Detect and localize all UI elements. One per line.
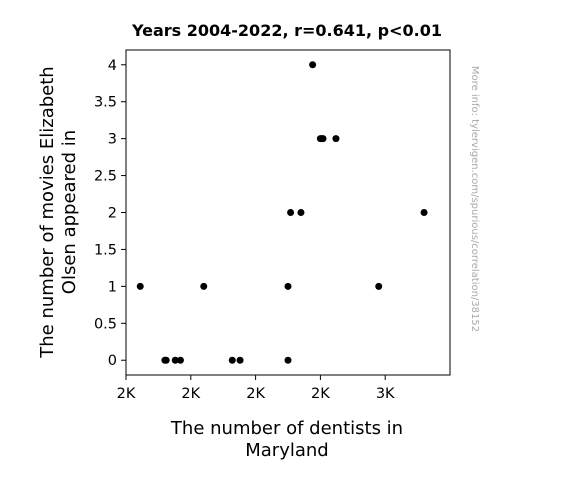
- data-point: [284, 356, 292, 364]
- y-tick-label: 1.5: [94, 242, 117, 258]
- x-tick-label: 2K: [181, 386, 200, 402]
- data-point: [287, 209, 295, 216]
- data-point: [171, 356, 179, 364]
- y-axis-label: The number of movies Elizabeth Olsen app…: [37, 66, 80, 358]
- data-point: [176, 356, 184, 364]
- data-point: [309, 61, 317, 69]
- x-axis-label-line-2: Maryland: [245, 440, 328, 461]
- x-tick-label: 2K: [311, 386, 330, 402]
- y-tick-label: 0: [108, 353, 117, 369]
- data-point: [297, 209, 305, 216]
- source-watermark: More info: tylervigen.com/spurious/corre…: [469, 66, 480, 332]
- data-point: [200, 282, 208, 290]
- y-axis-label-line-1: The number of movies Elizabeth: [37, 66, 58, 358]
- x-axis-label: The number of dentists in Maryland: [170, 418, 403, 461]
- chart-title: Years 2004-2022, r=0.641, p<0.01: [131, 21, 442, 40]
- y-tick-label: 3.5: [94, 95, 117, 111]
- data-points: [136, 61, 428, 364]
- x-tick-label: 3K: [376, 386, 395, 402]
- data-point: [228, 356, 236, 364]
- data-point: [332, 135, 340, 143]
- data-point: [162, 356, 170, 364]
- x-axis-ticks: 2K 2K 2K 2K 3K: [117, 375, 395, 402]
- x-axis-label-line-1: The number of dentists in: [170, 418, 403, 439]
- y-tick-label: 1: [108, 279, 117, 295]
- y-axis-ticks: 0 0.5 1 1.5 2 2.5 3 3.5 4: [94, 58, 126, 369]
- x-tick-label: 2K: [246, 386, 265, 402]
- y-tick-label: 3: [108, 132, 117, 148]
- y-tick-label: 2.5: [94, 169, 117, 185]
- y-axis-label-line-2: Olsen appeared in: [59, 130, 80, 294]
- data-point: [375, 282, 383, 290]
- data-point: [284, 282, 292, 290]
- y-tick-label: 0.5: [94, 316, 117, 332]
- y-tick-label: 2: [108, 206, 117, 222]
- y-tick-label: 4: [108, 58, 117, 74]
- plot-area-frame: [125, 49, 451, 376]
- data-point: [420, 209, 428, 216]
- x-tick-label: 2K: [117, 386, 136, 402]
- data-point: [136, 282, 144, 290]
- data-point: [319, 135, 327, 143]
- data-point: [236, 356, 244, 364]
